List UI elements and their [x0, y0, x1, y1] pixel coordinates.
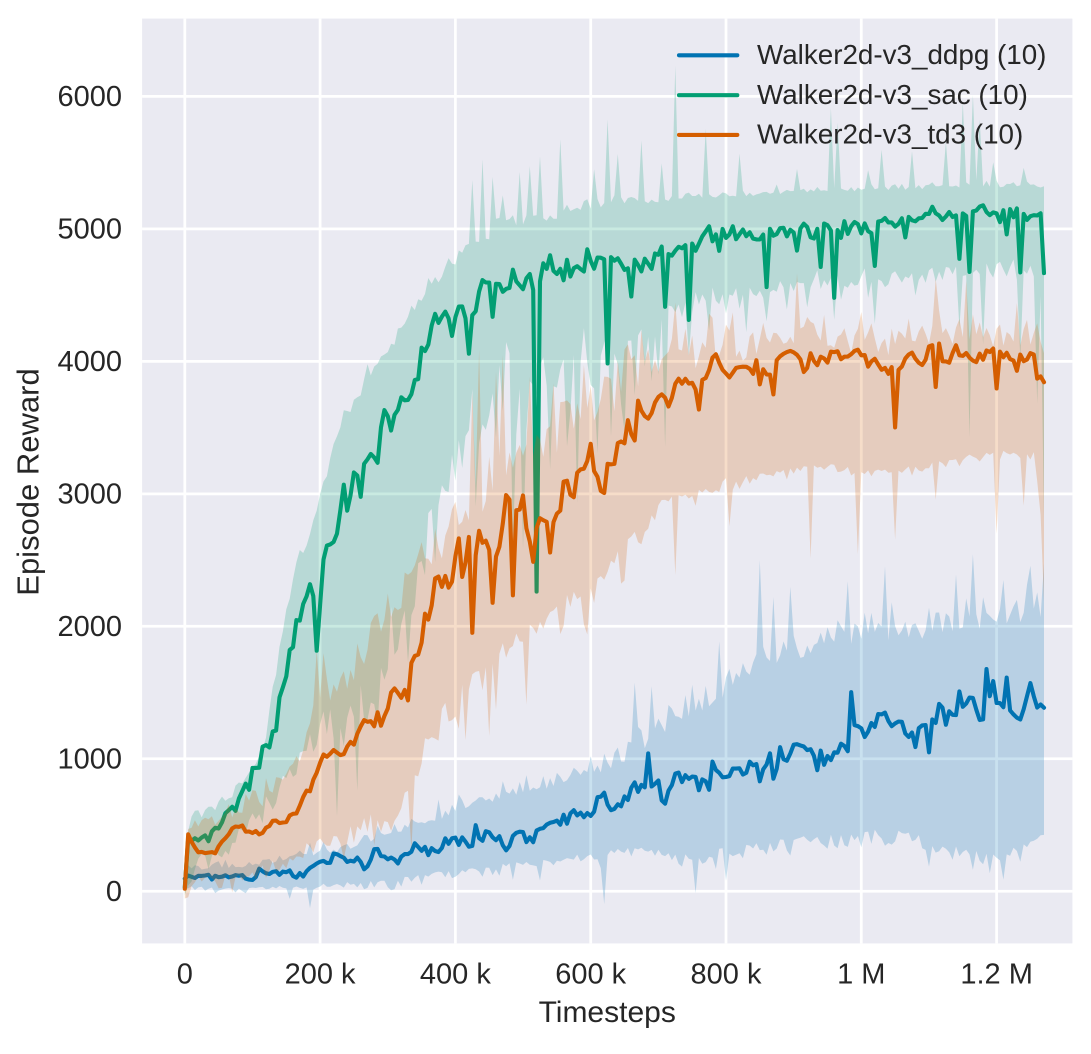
svg-text:400 k: 400 k — [420, 959, 491, 991]
svg-text:2000: 2000 — [57, 611, 122, 643]
svg-text:Timesteps: Timesteps — [539, 996, 676, 1029]
svg-text:1000: 1000 — [57, 744, 122, 776]
svg-text:1.2 M: 1.2 M — [960, 959, 1033, 991]
svg-text:0: 0 — [106, 876, 122, 908]
svg-text:5000: 5000 — [57, 214, 122, 246]
svg-text:600 k: 600 k — [555, 959, 626, 991]
svg-text:4000: 4000 — [57, 346, 122, 378]
svg-text:Walker2d-v3_sac (10): Walker2d-v3_sac (10) — [757, 79, 1028, 110]
svg-text:Episode Reward: Episode Reward — [11, 368, 46, 595]
svg-text:Walker2d-v3_ddpg (10): Walker2d-v3_ddpg (10) — [757, 39, 1046, 70]
svg-text:3000: 3000 — [57, 479, 122, 511]
svg-text:Walker2d-v3_td3 (10): Walker2d-v3_td3 (10) — [757, 119, 1023, 150]
svg-text:0: 0 — [177, 959, 193, 991]
svg-text:200 k: 200 k — [285, 959, 356, 991]
svg-text:6000: 6000 — [57, 81, 122, 113]
svg-text:1 M: 1 M — [837, 959, 885, 991]
svg-text:800 k: 800 k — [691, 959, 762, 991]
